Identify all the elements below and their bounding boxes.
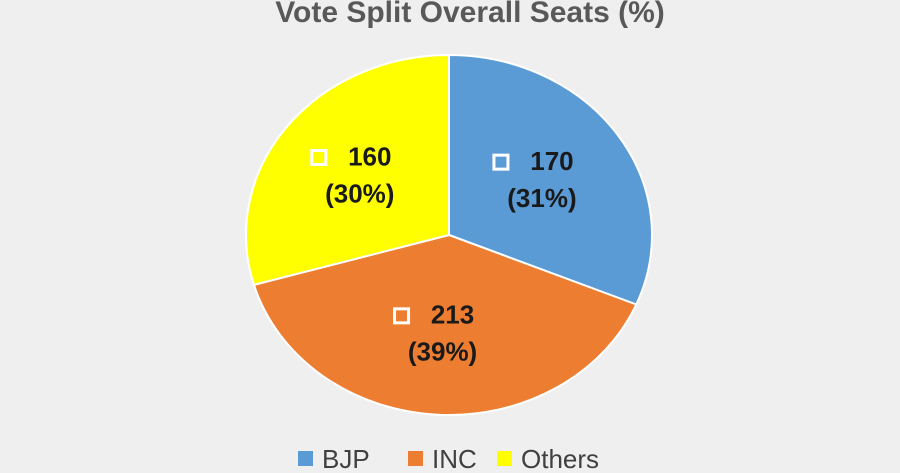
label-key: [310, 148, 328, 166]
pie-slice: [245, 53, 450, 287]
data-label: 213: [431, 300, 474, 330]
legend-label: BJP: [322, 444, 370, 473]
percent-label: (30%): [325, 178, 394, 208]
data-label: 170: [530, 146, 573, 176]
legend-swatch: [408, 451, 423, 466]
percent-label: (31%): [507, 183, 576, 213]
legend-label: Others: [521, 444, 599, 473]
data-label: 160: [348, 141, 391, 171]
chart-title: Vote Split Overall Seats (%): [275, 0, 665, 29]
label-key: [492, 153, 510, 171]
legend-swatch: [497, 451, 512, 466]
label-key: [393, 307, 411, 325]
percent-label: (39%): [408, 337, 477, 367]
pie-slice: [252, 233, 638, 416]
pie-slice: [448, 53, 653, 306]
legend-swatch: [298, 451, 313, 466]
legend-label: INC: [432, 444, 477, 473]
